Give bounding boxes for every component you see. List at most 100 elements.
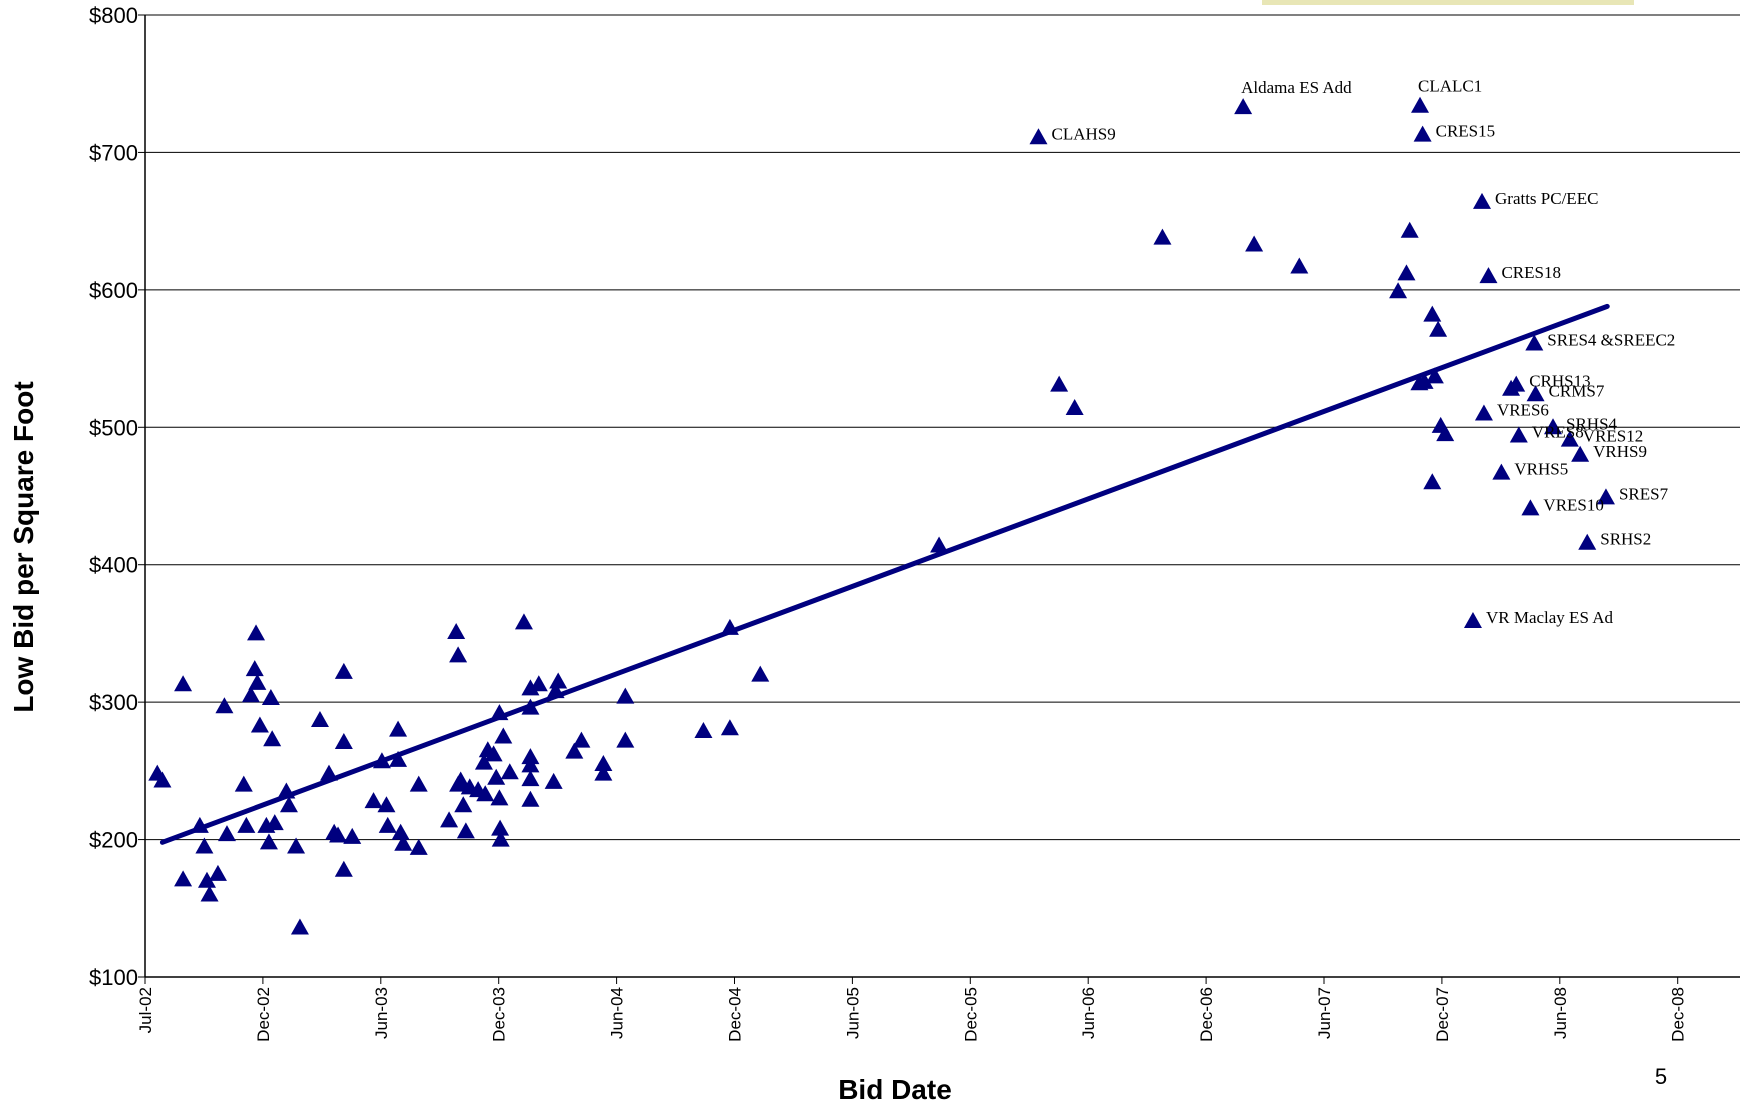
data-point [329, 826, 348, 843]
x-tick-label: Dec-02 [254, 987, 273, 1042]
x-tick-label: Jun-03 [372, 987, 391, 1039]
data-point [491, 830, 510, 847]
y-tick-label: $600 [89, 278, 138, 303]
data-point [1479, 267, 1498, 284]
point-label: Aldama ES Add [1241, 78, 1352, 97]
data-point [1521, 499, 1540, 516]
y-tick-label: $500 [89, 415, 138, 440]
point-label: CRMS7 [1549, 381, 1605, 400]
x-tick-label: Jun-04 [608, 987, 627, 1039]
data-point [310, 711, 329, 728]
data-point [377, 796, 396, 813]
x-tick-label: Dec-04 [726, 987, 745, 1042]
data-point [334, 732, 353, 749]
data-points [148, 96, 1615, 935]
data-point [153, 771, 172, 788]
x-tick-labels: Jul-02 Dec-02 Jun-03 Dec-03 Jun-04 Dec-04 Jun-… [136, 987, 1688, 1042]
data-point [594, 754, 613, 771]
data-point [1509, 426, 1528, 443]
data-point [389, 750, 408, 767]
data-point [241, 686, 260, 703]
point-label: SRES7 [1619, 484, 1669, 503]
data-point [245, 660, 264, 677]
data-point [544, 772, 563, 789]
x-axis-title: Bid Date [838, 1074, 952, 1105]
data-point [1029, 128, 1048, 145]
y-tick-label: $400 [89, 553, 138, 578]
point-label: CLAHS9 [1051, 124, 1115, 143]
y-tick-label: $300 [89, 690, 138, 715]
page-number: 5 [1655, 1064, 1667, 1089]
data-point [250, 716, 269, 733]
data-point [263, 730, 282, 747]
data-point [208, 864, 227, 881]
data-point [1578, 533, 1597, 550]
data-point [364, 792, 383, 809]
point-label: VRES10 [1543, 495, 1603, 514]
data-point [1411, 96, 1430, 113]
data-point [491, 819, 510, 836]
data-point [565, 742, 584, 759]
y-tick-label: $100 [89, 965, 138, 990]
data-point [261, 689, 280, 706]
data-point [279, 796, 298, 813]
data-point [456, 822, 475, 839]
data-point [616, 731, 635, 748]
data-point [290, 918, 309, 935]
x-tick-label: Dec-08 [1669, 987, 1688, 1042]
data-point [521, 679, 540, 696]
data-point [334, 662, 353, 679]
data-point [237, 816, 256, 833]
data-point [265, 814, 284, 831]
point-label: VRHS5 [1514, 460, 1568, 479]
data-point [521, 790, 540, 807]
data-point [217, 825, 236, 842]
data-point [391, 823, 410, 840]
data-point [451, 771, 470, 788]
data-point [1400, 221, 1419, 238]
point-label: VRHS9 [1593, 442, 1647, 461]
x-tick-label: Dec-05 [961, 987, 980, 1042]
data-point [1571, 445, 1590, 462]
y-tick-label: $700 [89, 140, 138, 165]
data-point [1397, 264, 1416, 281]
data-point [277, 782, 296, 799]
x-tick-label: Jun-07 [1315, 987, 1334, 1039]
data-point [389, 720, 408, 737]
data-point [259, 833, 278, 850]
point-label: VRES8 [1532, 423, 1584, 442]
data-point [1492, 463, 1511, 480]
point-label: VRES6 [1497, 401, 1549, 420]
data-point [1596, 488, 1615, 505]
data-point [484, 745, 503, 762]
data-point [372, 752, 391, 769]
data-point [1234, 98, 1253, 115]
data-point [1507, 375, 1526, 392]
data-point [1463, 612, 1482, 629]
data-point [1423, 305, 1442, 322]
data-point [521, 748, 540, 765]
data-point [521, 756, 540, 773]
data-point [1425, 367, 1444, 384]
data-point [490, 704, 509, 721]
data-point [234, 775, 253, 792]
data-point [248, 673, 267, 690]
data-point [1153, 228, 1172, 245]
data-point [319, 764, 338, 781]
data-point [440, 811, 459, 828]
data-point [174, 675, 193, 692]
data-point [521, 698, 540, 715]
axes [138, 14, 1740, 984]
trendline [159, 303, 1610, 845]
data-point [487, 768, 506, 785]
x-tick-label: Jun-05 [843, 987, 862, 1039]
data-point [594, 764, 613, 781]
data-point [334, 860, 353, 877]
data-point [197, 871, 216, 888]
data-point [1413, 125, 1432, 142]
data-point [287, 837, 306, 854]
data-point [549, 672, 568, 689]
data-point [529, 675, 548, 692]
data-point [572, 731, 591, 748]
data-point [394, 834, 413, 851]
